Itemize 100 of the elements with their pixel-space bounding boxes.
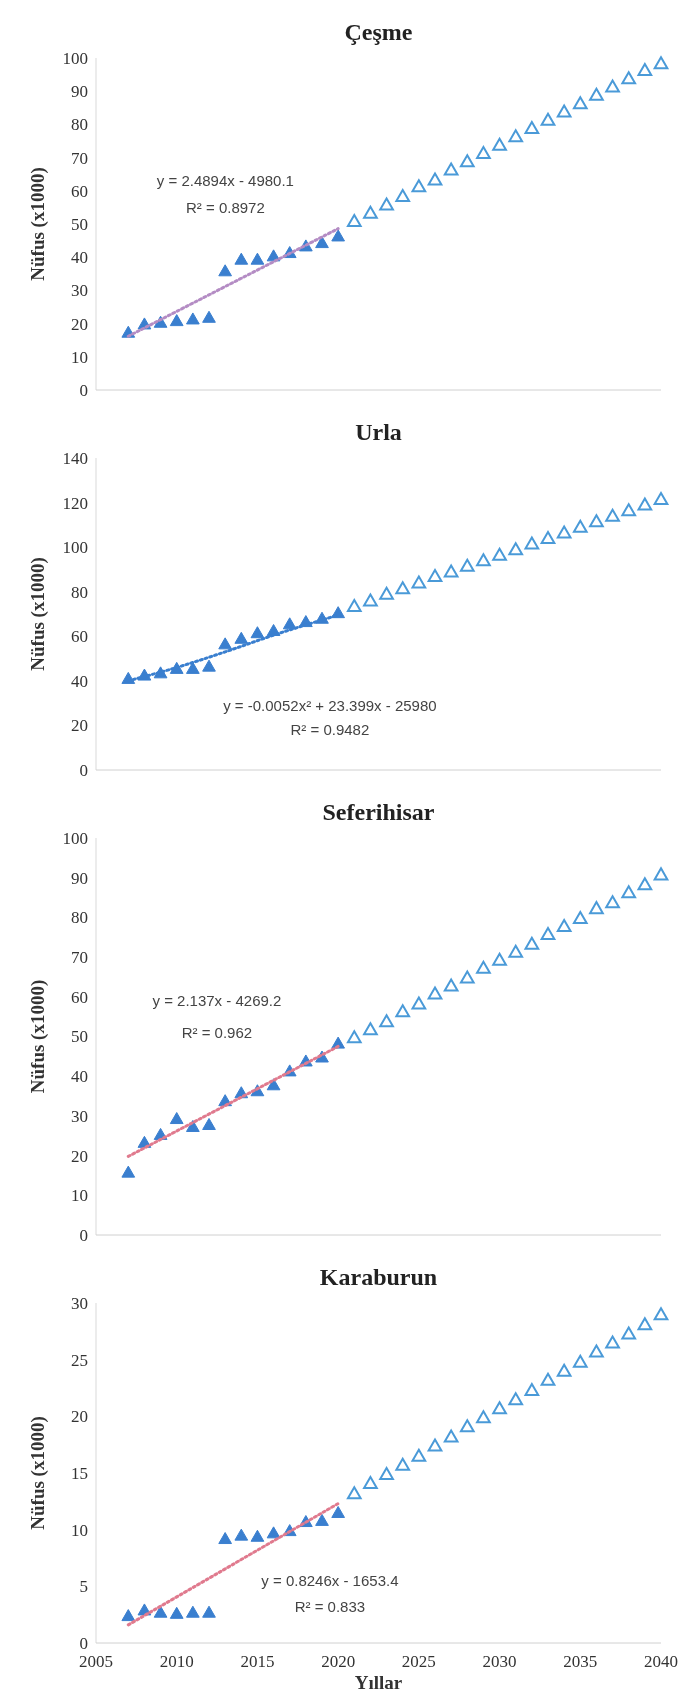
y-tick-label: 60 [71, 987, 88, 1007]
y-tick-label: 40 [71, 248, 88, 268]
point [315, 236, 329, 249]
point [572, 911, 588, 925]
point [363, 1022, 378, 1036]
point [121, 1165, 136, 1178]
point [346, 1486, 362, 1500]
point [476, 960, 491, 974]
point [427, 568, 443, 582]
point [315, 1513, 329, 1526]
point [331, 229, 345, 242]
x-tick-label: 2010 [159, 1652, 194, 1671]
point [427, 1438, 443, 1452]
point [186, 1119, 200, 1132]
y-tick-label: 80 [71, 908, 88, 928]
point [621, 71, 637, 85]
point [250, 1529, 265, 1542]
point [621, 1326, 637, 1340]
annotation: y = 2.4894x - 4980.1 [156, 172, 294, 190]
point [202, 1605, 216, 1618]
point [443, 978, 459, 992]
point [443, 1429, 459, 1443]
point [218, 1532, 232, 1545]
y-tick-label: 70 [71, 948, 88, 968]
y-tick-label: 20 [71, 314, 88, 334]
point [186, 661, 200, 674]
y-tick-label: 30 [71, 1293, 88, 1313]
point [556, 918, 572, 932]
y-tick-label: 30 [71, 1106, 88, 1126]
y-tick-label: 60 [71, 627, 88, 647]
chart-title: Urla [355, 419, 402, 445]
point [282, 617, 297, 630]
point [653, 56, 669, 70]
point [411, 996, 427, 1010]
y-tick-label: 25 [71, 1350, 88, 1370]
point [250, 626, 265, 639]
point [508, 542, 524, 556]
point [572, 1354, 588, 1368]
point [218, 264, 232, 277]
x-tick-label: 2015 [240, 1652, 275, 1671]
y-tick-label: 140 [62, 448, 88, 468]
chart-title: Çeşme [344, 19, 413, 45]
point [234, 252, 249, 265]
point [459, 1419, 475, 1433]
point [605, 895, 620, 909]
x-tick-label: 2005 [79, 1652, 113, 1671]
annotation: y = 0.8246x - 1653.4 [261, 1572, 399, 1590]
point [556, 525, 572, 539]
point [476, 1410, 491, 1424]
point [121, 1609, 136, 1622]
annotation: R² = 0.9482 [290, 721, 370, 738]
point [202, 1117, 216, 1130]
point [572, 519, 588, 533]
x-axis-title: Yıllar [354, 1672, 403, 1693]
y-axis-title: Nüfus (x1000) [27, 167, 49, 281]
point [653, 492, 669, 506]
annotation: R² = 0.833 [294, 1597, 366, 1615]
point [266, 1526, 281, 1539]
y-tick-label: 10 [71, 347, 88, 367]
point [395, 1457, 411, 1471]
point [395, 581, 411, 595]
point [363, 1475, 378, 1489]
point [476, 145, 491, 159]
point [153, 1605, 168, 1618]
point [202, 310, 216, 323]
point [492, 952, 507, 966]
point [589, 87, 604, 101]
x-tick-label: 2025 [401, 1652, 436, 1671]
point [540, 531, 556, 545]
point [186, 1605, 200, 1618]
point [556, 104, 572, 118]
y-tick-label: 80 [71, 115, 88, 135]
y-tick-label: 80 [71, 582, 88, 602]
y-tick-label: 40 [71, 1067, 88, 1087]
point [621, 885, 637, 899]
y-tick-label: 50 [71, 214, 88, 234]
point [492, 547, 507, 561]
point [556, 1363, 572, 1377]
point [379, 1014, 394, 1028]
point [363, 593, 378, 607]
point [637, 1317, 653, 1331]
point [202, 659, 216, 672]
point [605, 508, 620, 522]
y-tick-label: 0 [79, 760, 88, 780]
point [186, 312, 200, 325]
point [621, 503, 637, 517]
chart-title: Karaburun [319, 1264, 438, 1290]
y-axis-title: Nüfus (x1000) [27, 557, 49, 671]
point [508, 1392, 524, 1406]
y-tick-label: 50 [71, 1027, 88, 1047]
point [589, 901, 604, 915]
point [443, 564, 459, 578]
annotation: y = 2.137x - 4269.2 [152, 992, 282, 1010]
y-tick-label: 0 [79, 1225, 88, 1245]
point [331, 1505, 345, 1518]
y-tick-label: 120 [62, 493, 88, 513]
point [637, 497, 653, 511]
point [395, 189, 411, 203]
point [524, 1383, 540, 1397]
point [346, 1030, 362, 1044]
